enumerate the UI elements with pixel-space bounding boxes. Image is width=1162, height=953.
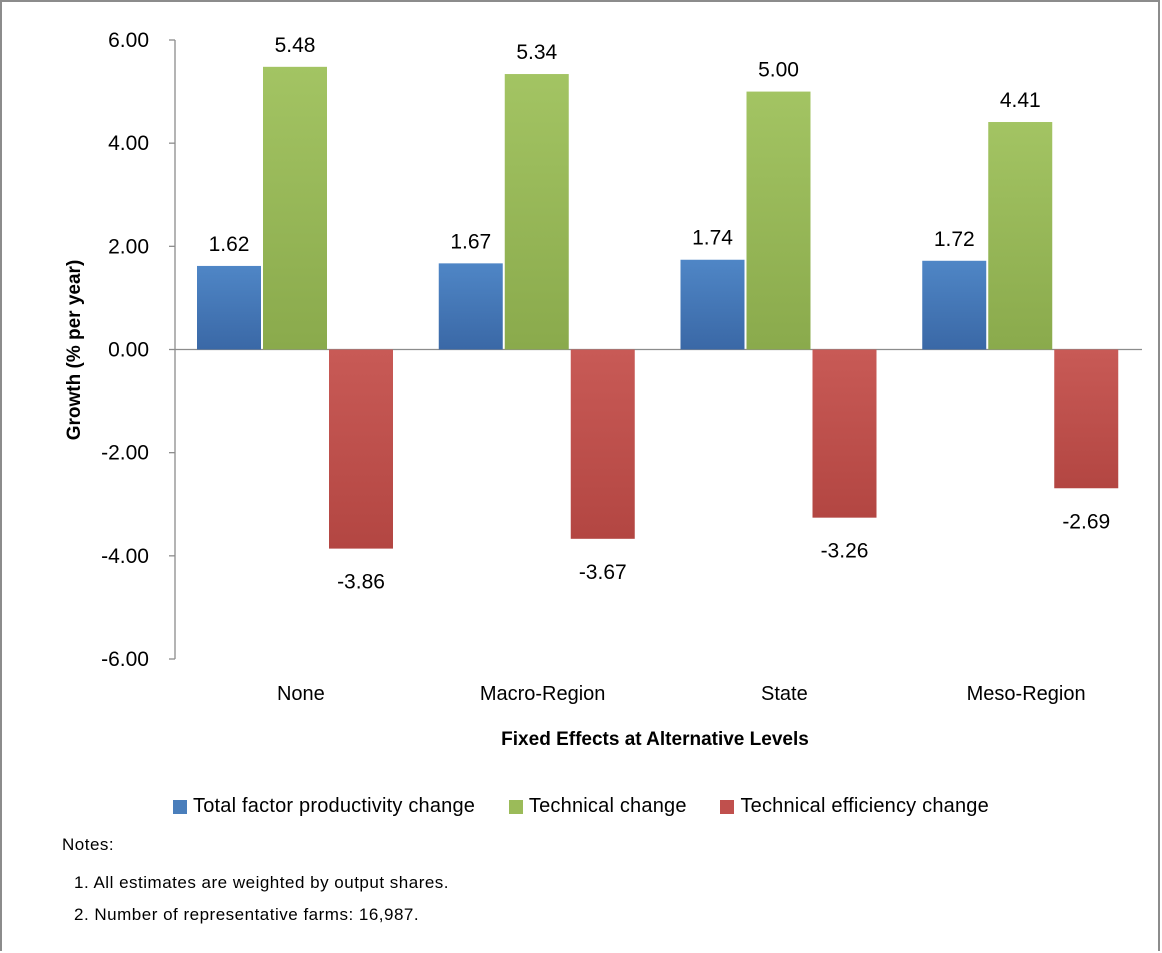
chart-border-left <box>0 0 2 951</box>
x-tick-label: State <box>761 683 808 705</box>
chart-legend: Total factor productivity change Technic… <box>0 795 1162 820</box>
bar-technical-change <box>504 74 569 350</box>
data-label: 1.67 <box>450 230 491 253</box>
y-tick-label: 4.00 <box>108 132 149 155</box>
data-label: 5.34 <box>516 41 557 64</box>
data-label: -3.26 <box>821 540 869 563</box>
data-label: -3.86 <box>337 571 385 594</box>
y-tick-label: 6.00 <box>108 29 149 52</box>
bar-technical-change <box>746 91 811 350</box>
legend-item-technical-efficiency: Technical efficiency change <box>720 795 989 818</box>
legend-item-technical-change: Technical change <box>508 795 687 818</box>
data-label: 5.48 <box>275 34 316 57</box>
notes-title: Notes: <box>62 835 115 854</box>
legend-label: Technical efficiency change <box>740 795 989 817</box>
bar-tfp-change <box>922 260 987 350</box>
bar-tfp-change <box>197 265 261 350</box>
y-tick-label: -4.00 <box>101 545 149 568</box>
bar-tfp-change <box>438 263 503 350</box>
bar-chart: -6.00 -4.00 -2.00 0.00 2.00 4.00 6.00 1.62 5.48… <box>64 29 1142 750</box>
note-item: 1. All estimates are weighted by output … <box>74 873 450 892</box>
legend-item-tfp: Total factor productivity change <box>173 795 475 818</box>
bar-technical-efficiency-change <box>1054 349 1119 489</box>
x-axis-title: Fixed Effects at Alternative Levels <box>501 729 809 750</box>
chart-notes: Notes: 1. All estimates are weighted by … <box>62 835 449 931</box>
x-tick-label: Meso-Region <box>967 683 1086 705</box>
data-label: 5.00 <box>758 59 799 82</box>
bar-tfp-change <box>680 259 745 350</box>
data-label: 1.72 <box>934 228 975 251</box>
bar-technical-efficiency-change <box>570 349 635 539</box>
x-tick-label: Macro-Region <box>480 683 606 705</box>
data-label: -2.69 <box>1062 510 1110 533</box>
y-tick-label: -6.00 <box>101 648 149 671</box>
legend-swatch-red <box>720 799 735 814</box>
bar-technical-change <box>263 66 327 350</box>
data-label: 1.62 <box>209 233 250 256</box>
legend-swatch-blue <box>173 799 188 814</box>
y-tick-label: 2.00 <box>108 235 149 258</box>
y-axis-title: Growth (% per year) <box>64 260 85 441</box>
bar-technical-efficiency-change <box>329 349 393 549</box>
bar-technical-efficiency-change <box>812 349 877 518</box>
data-label: -3.67 <box>579 561 627 584</box>
legend-label: Total factor productivity change <box>193 795 476 817</box>
y-tick-label: 0.00 <box>108 339 149 362</box>
x-tick-label: None <box>277 683 325 705</box>
y-tick-label: -2.00 <box>101 442 149 465</box>
bar-technical-change <box>988 122 1053 350</box>
data-label: 1.74 <box>692 227 733 250</box>
note-item: 2. Number of representative farms: 16,98… <box>74 905 420 924</box>
legend-label: Technical change <box>528 795 687 817</box>
legend-swatch-green <box>508 799 523 814</box>
data-label: 4.41 <box>1000 89 1041 112</box>
